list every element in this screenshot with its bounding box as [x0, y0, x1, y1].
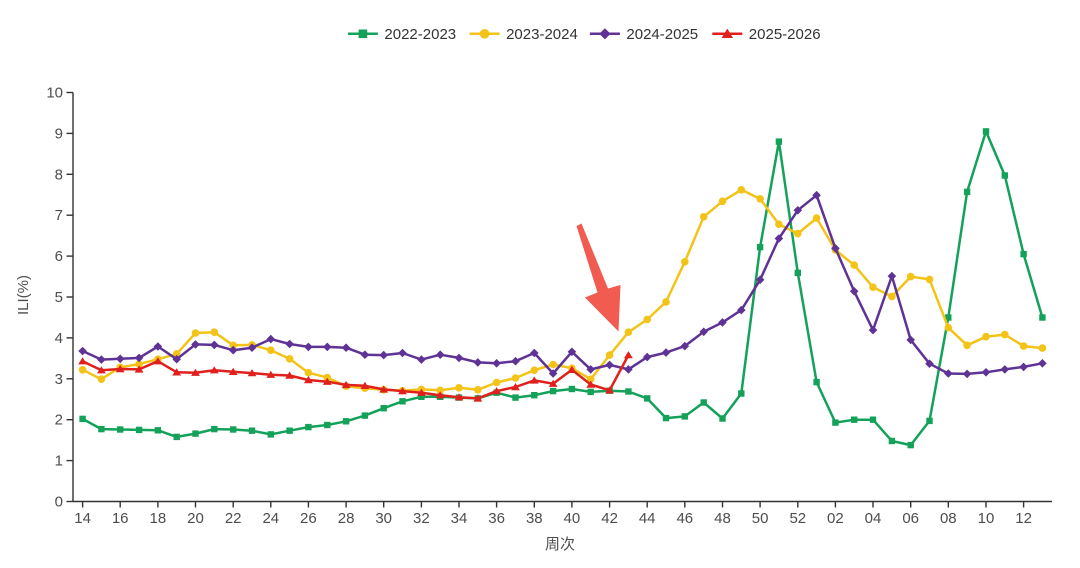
- svg-text:8: 8: [55, 166, 63, 183]
- svg-text:30: 30: [375, 510, 392, 527]
- svg-text:2022-2023: 2022-2023: [384, 26, 456, 43]
- svg-text:5: 5: [55, 289, 63, 306]
- svg-text:20: 20: [187, 510, 204, 527]
- svg-text:12: 12: [1015, 510, 1032, 527]
- svg-text:6: 6: [55, 248, 63, 265]
- svg-text:2023-2024: 2023-2024: [506, 26, 578, 43]
- svg-text:18: 18: [150, 510, 167, 527]
- svg-text:2024-2025: 2024-2025: [626, 26, 698, 43]
- svg-text:4: 4: [55, 330, 63, 347]
- svg-text:9: 9: [55, 125, 63, 142]
- svg-text:10: 10: [46, 85, 63, 102]
- svg-text:34: 34: [451, 510, 468, 527]
- svg-text:24: 24: [262, 510, 279, 527]
- svg-text:46: 46: [676, 510, 693, 527]
- svg-text:32: 32: [413, 510, 430, 527]
- svg-text:1: 1: [55, 453, 63, 470]
- svg-text:50: 50: [752, 510, 769, 527]
- svg-text:7: 7: [55, 207, 63, 224]
- svg-text:36: 36: [488, 510, 505, 527]
- svg-text:ILI(%): ILI(%): [15, 275, 32, 315]
- svg-text:48: 48: [714, 510, 731, 527]
- svg-text:周次: 周次: [545, 536, 575, 553]
- svg-text:52: 52: [789, 510, 806, 527]
- svg-text:3: 3: [55, 371, 63, 388]
- svg-text:14: 14: [74, 510, 91, 527]
- svg-text:0: 0: [55, 494, 63, 511]
- svg-text:44: 44: [639, 510, 656, 527]
- svg-text:2025-2026: 2025-2026: [749, 26, 821, 43]
- svg-text:06: 06: [902, 510, 919, 527]
- svg-text:26: 26: [300, 510, 317, 527]
- svg-text:04: 04: [865, 510, 882, 527]
- svg-text:42: 42: [601, 510, 618, 527]
- svg-text:22: 22: [225, 510, 242, 527]
- svg-text:2: 2: [55, 412, 63, 429]
- svg-text:40: 40: [564, 510, 581, 527]
- svg-text:38: 38: [526, 510, 543, 527]
- svg-text:28: 28: [338, 510, 355, 527]
- svg-text:16: 16: [112, 510, 129, 527]
- svg-text:08: 08: [940, 510, 957, 527]
- svg-text:02: 02: [827, 510, 844, 527]
- svg-text:10: 10: [978, 510, 995, 527]
